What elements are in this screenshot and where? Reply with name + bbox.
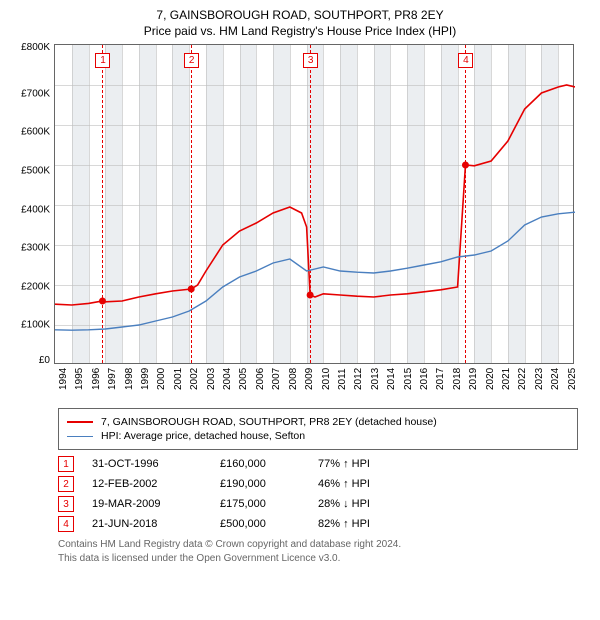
event-price: £160,000 [220, 458, 300, 470]
series-marker [307, 292, 314, 299]
legend-label: HPI: Average price, detached house, Seft… [101, 430, 305, 442]
event-pct: 28% ↓ HPI [318, 498, 408, 510]
x-tick-label: 2023 [534, 368, 545, 402]
x-tick-label: 2016 [419, 368, 430, 402]
x-tick-label: 2002 [189, 368, 200, 402]
legend-row: 7, GAINSBOROUGH ROAD, SOUTHPORT, PR8 2EY… [67, 416, 569, 428]
event-row: 3 19-MAR-2009 £175,000 28% ↓ HPI [58, 496, 578, 512]
footer-line-2: This data is licensed under the Open Gov… [58, 552, 590, 566]
x-tick-label: 2019 [468, 368, 479, 402]
x-tick-label: 2013 [370, 368, 381, 402]
event-number-box: 1 [58, 456, 74, 472]
legend-label: 7, GAINSBOROUGH ROAD, SOUTHPORT, PR8 2EY… [101, 416, 437, 428]
series-line-property [55, 85, 575, 305]
series-line-hpi [55, 212, 575, 330]
x-tick-label: 2021 [501, 368, 512, 402]
y-axis-labels: £800K £700K £600K £500K £400K £300K £200K £100K… [10, 44, 54, 364]
y-tick-label: £0 [39, 355, 50, 366]
event-number-box: 3 [58, 496, 74, 512]
series-svg [55, 45, 575, 365]
x-tick-label: 2005 [238, 368, 249, 402]
event-row: 1 31-OCT-1996 £160,000 77% ↑ HPI [58, 456, 578, 472]
footer-line-1: Contains HM Land Registry data © Crown c… [58, 538, 590, 552]
event-row: 4 21-JUN-2018 £500,000 82% ↑ HPI [58, 516, 578, 532]
y-tick-label: £200K [21, 281, 50, 292]
x-tick-label: 2007 [271, 368, 282, 402]
series-marker [462, 162, 469, 169]
event-date: 12-FEB-2002 [92, 478, 202, 490]
event-date: 21-JUN-2018 [92, 518, 202, 530]
x-tick-label: 2001 [173, 368, 184, 402]
event-number-box: 2 [58, 476, 74, 492]
x-tick-label: 2003 [206, 368, 217, 402]
legend-row: HPI: Average price, detached house, Seft… [67, 430, 569, 442]
x-tick-label: 2020 [485, 368, 496, 402]
chart-area: £800K £700K £600K £500K £400K £300K £200K £100K… [10, 44, 590, 364]
event-price: £500,000 [220, 518, 300, 530]
x-tick-label: 1994 [58, 368, 69, 402]
event-date: 19-MAR-2009 [92, 498, 202, 510]
x-tick-label: 2011 [337, 368, 348, 402]
chart-title-2: Price paid vs. HM Land Registry's House … [10, 24, 590, 38]
event-pct: 82% ↑ HPI [318, 518, 408, 530]
event-price: £175,000 [220, 498, 300, 510]
legend: 7, GAINSBOROUGH ROAD, SOUTHPORT, PR8 2EY… [58, 408, 578, 450]
legend-swatch [67, 421, 93, 423]
event-number-box: 4 [58, 516, 74, 532]
event-price: £190,000 [220, 478, 300, 490]
x-tick-label: 2015 [403, 368, 414, 402]
x-tick-label: 2010 [321, 368, 332, 402]
event-pct: 77% ↑ HPI [318, 458, 408, 470]
y-tick-label: £100K [21, 320, 50, 331]
x-tick-label: 2012 [353, 368, 364, 402]
x-tick-label: 2014 [386, 368, 397, 402]
plot-area: 1234 [54, 44, 574, 364]
x-tick-label: 1997 [107, 368, 118, 402]
y-tick-label: £400K [21, 204, 50, 215]
x-tick-label: 1996 [91, 368, 102, 402]
series-marker [99, 298, 106, 305]
footer-attribution: Contains HM Land Registry data © Crown c… [58, 538, 590, 565]
x-tick-label: 2008 [288, 368, 299, 402]
event-row: 2 12-FEB-2002 £190,000 46% ↑ HPI [58, 476, 578, 492]
x-axis-labels: 1994 1995 1996 1997 1998 1999 2000 2001 2002 2003… [58, 368, 578, 402]
x-tick-label: 2006 [255, 368, 266, 402]
event-pct: 46% ↑ HPI [318, 478, 408, 490]
x-tick-label: 2000 [156, 368, 167, 402]
x-tick-label: 1999 [140, 368, 151, 402]
x-tick-label: 2025 [567, 368, 578, 402]
y-tick-label: £700K [21, 88, 50, 99]
x-tick-label: 2024 [550, 368, 561, 402]
x-tick-label: 2004 [222, 368, 233, 402]
y-tick-label: £600K [21, 127, 50, 138]
y-tick-label: £800K [21, 42, 50, 53]
chart-title-1: 7, GAINSBOROUGH ROAD, SOUTHPORT, PR8 2EY [10, 8, 590, 22]
event-table: 1 31-OCT-1996 £160,000 77% ↑ HPI 2 12-FEB-200… [58, 456, 578, 532]
event-date: 31-OCT-1996 [92, 458, 202, 470]
y-tick-label: £500K [21, 165, 50, 176]
series-marker [188, 286, 195, 293]
x-tick-label: 2009 [304, 368, 315, 402]
x-tick-label: 2022 [517, 368, 528, 402]
y-tick-label: £300K [21, 243, 50, 254]
x-tick-label: 2017 [435, 368, 446, 402]
x-tick-label: 1998 [124, 368, 135, 402]
x-tick-label: 1995 [74, 368, 85, 402]
legend-swatch [67, 436, 93, 437]
x-tick-label: 2018 [452, 368, 463, 402]
